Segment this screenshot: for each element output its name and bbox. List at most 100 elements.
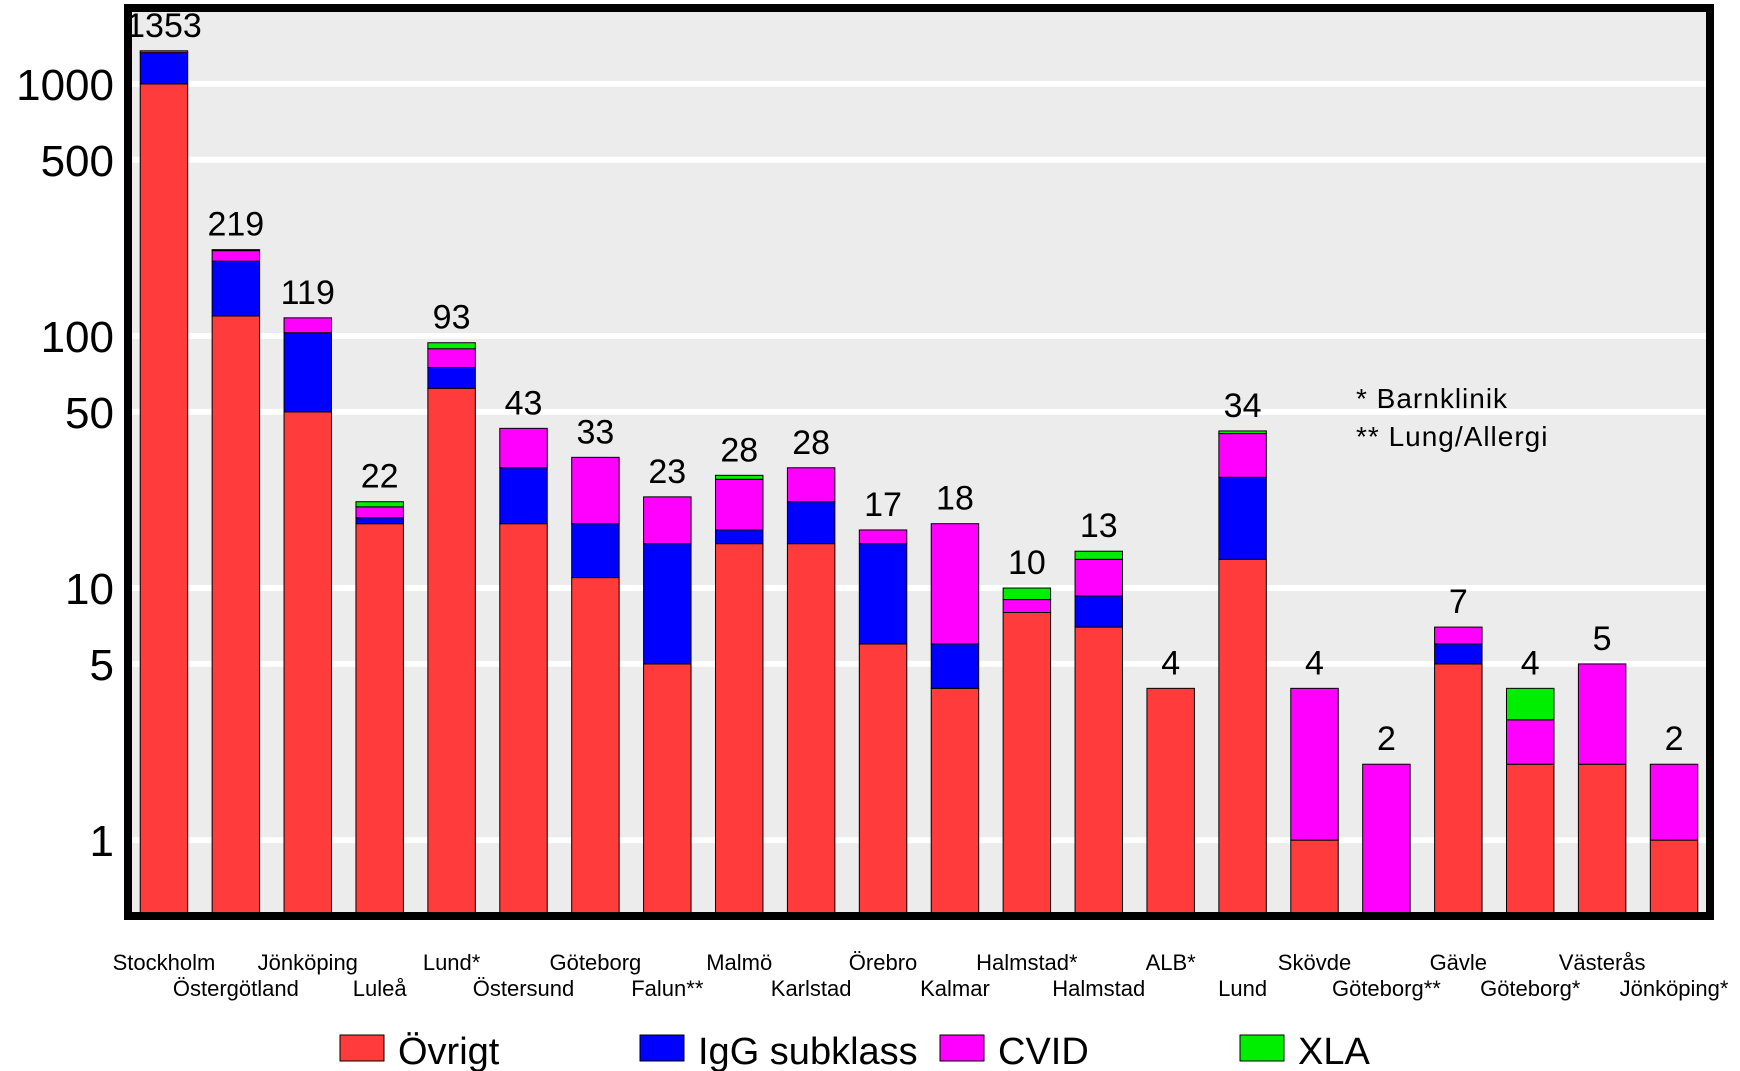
y-tick-label: 10 xyxy=(65,565,114,614)
category-label: Lund* xyxy=(423,950,481,975)
bar-cvid-göteborg xyxy=(571,456,620,525)
category-label: Gävle xyxy=(1430,950,1487,975)
bar-cvid-jönköping xyxy=(1649,763,1699,841)
total-label: 4 xyxy=(1161,644,1180,682)
legend-swatch-xla xyxy=(1239,1034,1285,1062)
bar-igg-subklass-kalmar xyxy=(930,643,980,689)
bar-cvid-västerås xyxy=(1577,663,1627,765)
total-label: 4 xyxy=(1521,644,1540,682)
total-label: 219 xyxy=(207,206,264,244)
category-label: Karlstad xyxy=(771,976,852,1001)
bar-övrigt-stockholm xyxy=(139,83,189,917)
bar-igg-subklass-luleå xyxy=(355,517,404,525)
bar-cvid-luleå xyxy=(355,506,404,519)
bar-igg-subklass-karlstad xyxy=(786,501,836,545)
bar-igg-subklass-stockholm xyxy=(139,52,189,85)
note-lung-allergi: ** Lung/Allergi xyxy=(1356,421,1548,452)
total-label: 13 xyxy=(1080,507,1118,545)
y-tick-label: 1 xyxy=(90,817,114,866)
bar-cvid-östersund xyxy=(499,427,548,469)
total-label: 1353 xyxy=(126,7,202,45)
bar-övrigt-jönköping xyxy=(283,411,333,917)
bar-xla-göteborg xyxy=(1505,687,1555,721)
total-label: 10 xyxy=(1008,544,1046,582)
bar-övrigt-malmö xyxy=(714,543,764,917)
bar-igg-subklass-jönköping xyxy=(283,332,333,413)
bar-övrigt-halmstad xyxy=(1002,611,1052,917)
bar-igg-subklass-östergötland xyxy=(211,260,261,317)
bar-övrigt-lund xyxy=(1218,558,1267,917)
total-label: 4 xyxy=(1305,644,1324,682)
y-tick-label: 100 xyxy=(41,313,114,362)
category-label: Jönköping* xyxy=(1620,976,1729,1001)
bar-xla-halmstad xyxy=(1074,550,1124,560)
bar-cvid-falun xyxy=(643,496,692,545)
bar-igg-subklass-göteborg xyxy=(571,523,620,579)
bar-övrigt-falun xyxy=(643,663,692,917)
note-barnklinik: * Barnklinik xyxy=(1356,383,1508,414)
category-label: Östersund xyxy=(473,976,575,1001)
bar-igg-subklass-malmö xyxy=(714,529,764,545)
total-label: 23 xyxy=(648,453,686,491)
total-label: 5 xyxy=(1593,620,1612,658)
category-label: Stockholm xyxy=(113,950,216,975)
bar-cvid-lund xyxy=(427,348,476,368)
bar-igg-subklass-lund xyxy=(1218,476,1267,560)
bar-övrigt-göteborg xyxy=(1505,763,1555,917)
bar-övrigt-skövde xyxy=(1290,839,1339,917)
bar-cvid-lund xyxy=(1218,433,1267,478)
legend-swatch-igg-subklass xyxy=(639,1034,685,1062)
total-label: 119 xyxy=(281,274,335,312)
bar-igg-subklass-falun xyxy=(643,543,692,665)
legend-label-ovrigt: Övrigt xyxy=(398,1031,500,1071)
bar-övrigt-kalmar xyxy=(930,687,980,917)
bar-övrigt-gävle xyxy=(1434,663,1483,917)
legend-swatch-cvid xyxy=(939,1034,985,1062)
y-tick-label: 1000 xyxy=(16,61,114,110)
total-label: 34 xyxy=(1224,387,1262,425)
total-label: 7 xyxy=(1449,583,1468,621)
total-label: 2 xyxy=(1377,720,1396,758)
bar-övrigt-jönköping xyxy=(1649,839,1699,917)
y-tick-label: 5 xyxy=(90,641,114,690)
bar-xla-halmstad xyxy=(1002,587,1052,601)
bar-cvid-östergötland xyxy=(211,250,261,262)
category-label: Göteborg xyxy=(550,950,642,975)
total-label: 2 xyxy=(1665,720,1684,758)
bar-cvid-stockholm xyxy=(139,50,189,54)
bar-cvid-halmstad xyxy=(1002,599,1052,613)
bar-cvid-göteborg xyxy=(1505,719,1555,765)
bar-cvid-örebro xyxy=(858,529,908,545)
total-label: 22 xyxy=(361,458,399,496)
total-label: 28 xyxy=(720,431,758,469)
bar-xla-lund xyxy=(427,342,476,350)
total-label: 33 xyxy=(576,413,614,451)
category-label: Östergötland xyxy=(173,976,299,1001)
category-label: Malmö xyxy=(706,950,772,975)
bar-övrigt-halmstad xyxy=(1074,626,1124,917)
category-label: Västerås xyxy=(1559,950,1646,975)
bar-xla-lund xyxy=(1218,430,1267,435)
bar-igg-subklass-gävle xyxy=(1434,643,1483,665)
bar-igg-subklass-lund xyxy=(427,366,476,389)
bar-cvid-gävle xyxy=(1434,626,1483,645)
bar-övrigt-göteborg xyxy=(571,577,620,917)
bar-cvid-skövde xyxy=(1290,687,1339,841)
category-label: Luleå xyxy=(353,976,408,1001)
category-label: Jönköping xyxy=(258,950,358,975)
category-label: Örebro xyxy=(849,950,917,975)
category-label: ALB* xyxy=(1146,950,1197,975)
plot-frame xyxy=(124,4,1714,920)
y-tick-label: 500 xyxy=(41,137,114,186)
legend-label-xla: XLA xyxy=(1298,1031,1370,1071)
bar-övrigt-alb xyxy=(1146,687,1195,917)
category-label: Halmstad xyxy=(1052,976,1145,1001)
bar-xla-luleå xyxy=(355,501,404,508)
total-label: 17 xyxy=(864,486,902,524)
bar-igg-subklass-örebro xyxy=(858,543,908,645)
legend-swatch-ovrigt xyxy=(339,1034,385,1062)
bar-cvid-göteborg xyxy=(1362,763,1411,917)
bar-cvid-kalmar xyxy=(930,523,980,645)
category-label: Skövde xyxy=(1278,950,1351,975)
